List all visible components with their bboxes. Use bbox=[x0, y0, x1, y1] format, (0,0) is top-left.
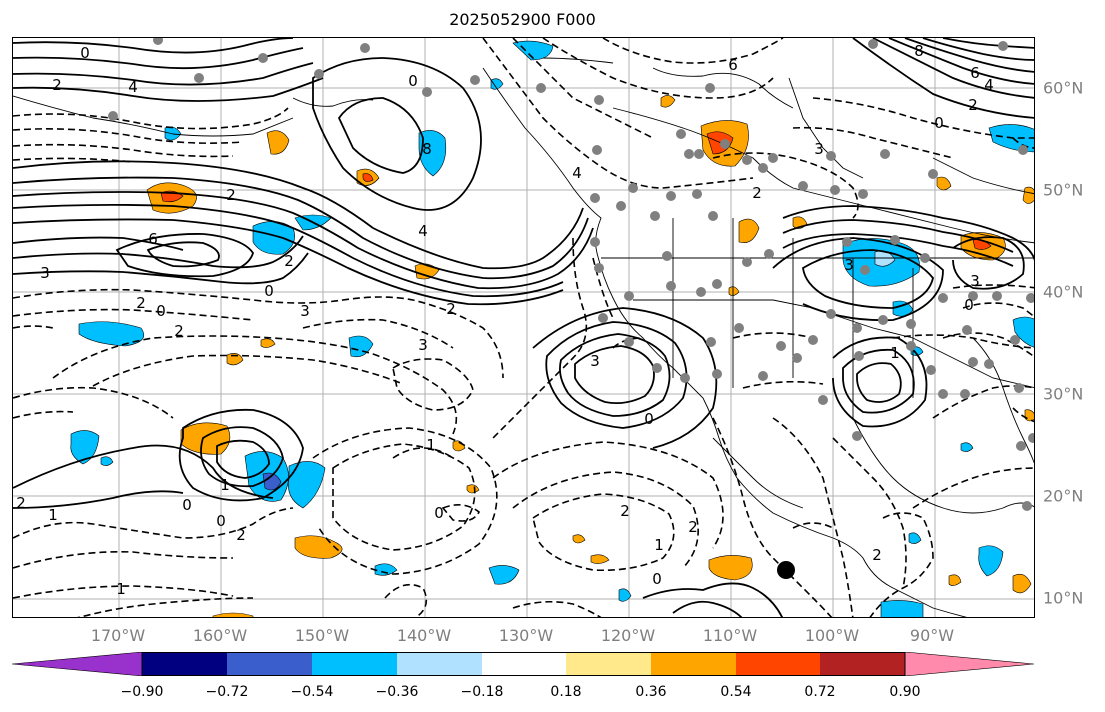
colorbar-segment bbox=[736, 652, 820, 676]
contour-labels: 0 2 4 0 2 4 8 6 2 6 8 4 3 2 0 0 2 2 3 3 … bbox=[16, 42, 994, 598]
contour-label: 6 bbox=[728, 56, 738, 74]
colorbar-tick-label: −0.90 bbox=[120, 684, 164, 700]
contour-label: 3 bbox=[844, 256, 854, 274]
colorbar-segment bbox=[227, 652, 312, 676]
longitude-label: 120°W bbox=[600, 626, 656, 645]
colorbar-segment bbox=[651, 652, 736, 676]
longitude-label: 110°W bbox=[702, 626, 758, 645]
colorbar-segment bbox=[820, 652, 905, 676]
colorbar-segment bbox=[397, 652, 482, 676]
contour-label: 3 bbox=[970, 272, 980, 290]
latitude-label: 20°N bbox=[1043, 486, 1084, 506]
longitude-label: 130°W bbox=[498, 626, 554, 645]
graticule bbox=[13, 38, 1034, 617]
contour-label: 0 bbox=[964, 296, 974, 314]
latitude-label: 50°N bbox=[1043, 180, 1084, 200]
longitude-label: 150°W bbox=[294, 626, 350, 645]
contour-label: 2 bbox=[968, 96, 978, 114]
contour-label: 3 bbox=[40, 264, 50, 282]
colorbar-tick-label: 0.18 bbox=[550, 684, 582, 700]
latitude-label: 30°N bbox=[1043, 384, 1084, 404]
contour-label: 4 bbox=[418, 222, 428, 240]
contour-label: 6 bbox=[148, 230, 158, 248]
contour-label: 0 bbox=[934, 114, 944, 132]
contour-label: 1 bbox=[116, 580, 126, 598]
colorbar-segment bbox=[312, 652, 397, 676]
contour-label: 0 bbox=[434, 504, 444, 522]
latitude-label: 10°N bbox=[1043, 588, 1084, 608]
colorbar-min-extend bbox=[12, 652, 143, 676]
dashed-contours bbox=[13, 38, 1034, 617]
contour-label: 0 bbox=[182, 496, 192, 514]
contour-label: 1 bbox=[654, 536, 664, 554]
contour-label: 2 bbox=[174, 322, 184, 340]
contour-label: 4 bbox=[572, 164, 582, 182]
contour-label: 3 bbox=[418, 336, 428, 354]
solid-contours bbox=[13, 38, 1034, 617]
contour-label: 0 bbox=[408, 72, 418, 90]
station-dots bbox=[108, 38, 1034, 511]
contour-label: 2 bbox=[446, 300, 456, 318]
contour-label: 2 bbox=[752, 184, 762, 202]
latitude-label: 60°N bbox=[1043, 78, 1084, 98]
contour-label: 2 bbox=[688, 518, 698, 536]
contour-label: 2 bbox=[620, 502, 630, 520]
colorbar-tick-label: −0.54 bbox=[290, 684, 334, 700]
location-marker bbox=[777, 561, 795, 579]
contour-label: 0 bbox=[264, 282, 274, 300]
colorbar-segment bbox=[142, 652, 227, 676]
colorbar-segment bbox=[482, 652, 566, 676]
longitude-label: 140°W bbox=[396, 626, 452, 645]
longitude-label: 90°W bbox=[909, 626, 955, 645]
longitude-label: 100°W bbox=[804, 626, 860, 645]
colorbar-segment bbox=[566, 652, 651, 676]
longitude-label: 170°W bbox=[90, 626, 146, 645]
colorbar-tick-label: −0.36 bbox=[375, 684, 419, 700]
contour-label: 8 bbox=[422, 140, 432, 158]
contour-label: 2 bbox=[236, 526, 246, 544]
longitude-label: 160°W bbox=[192, 626, 248, 645]
contour-label: 8 bbox=[914, 42, 924, 60]
colorbar-tick-label: 0.36 bbox=[635, 684, 667, 700]
colorbar-tick-label: −0.18 bbox=[460, 684, 504, 700]
contour-label: 2 bbox=[284, 252, 294, 270]
map-title: 2025052900 F000 bbox=[449, 10, 596, 29]
contour-label: 2 bbox=[872, 546, 882, 564]
colorbar bbox=[12, 652, 1035, 676]
map-canvas: 0 2 4 0 2 4 8 6 2 6 8 4 3 2 0 0 2 2 3 3 … bbox=[13, 38, 1034, 617]
contour-label: 3 bbox=[590, 352, 600, 370]
contour-label: 1 bbox=[890, 344, 900, 362]
positive-anomaly-fills bbox=[146, 95, 1034, 617]
contour-label: 0 bbox=[156, 302, 166, 320]
latitude-label: 40°N bbox=[1043, 282, 1084, 302]
contour-label: 2 bbox=[226, 186, 236, 204]
contour-label: 4 bbox=[984, 76, 994, 94]
contour-label: 2 bbox=[16, 494, 26, 512]
contour-label: 2 bbox=[52, 76, 62, 94]
contour-label: 1 bbox=[220, 476, 230, 494]
colorbar-max-extend bbox=[904, 652, 1035, 676]
colorbar-tick-label: 0.54 bbox=[720, 684, 752, 700]
contour-label: 0 bbox=[644, 410, 654, 428]
contour-label: 4 bbox=[128, 78, 138, 96]
colorbar-tick-label: 0.90 bbox=[889, 684, 921, 700]
contour-label: 1 bbox=[48, 506, 58, 524]
contour-label: 3 bbox=[814, 140, 824, 158]
contour-label: 0 bbox=[216, 512, 226, 530]
contour-label: 6 bbox=[970, 64, 980, 82]
colorbar-tick-label: −0.72 bbox=[205, 684, 249, 700]
map-panel: 0 2 4 0 2 4 8 6 2 6 8 4 3 2 0 0 2 2 3 3 … bbox=[12, 37, 1035, 618]
contour-label: 2 bbox=[136, 294, 146, 312]
contour-label: 0 bbox=[652, 570, 662, 588]
contour-label: 3 bbox=[300, 302, 310, 320]
contour-label: 1 bbox=[426, 436, 436, 454]
contour-label: 0 bbox=[80, 44, 90, 62]
colorbar-tick-label: 0.72 bbox=[804, 684, 836, 700]
